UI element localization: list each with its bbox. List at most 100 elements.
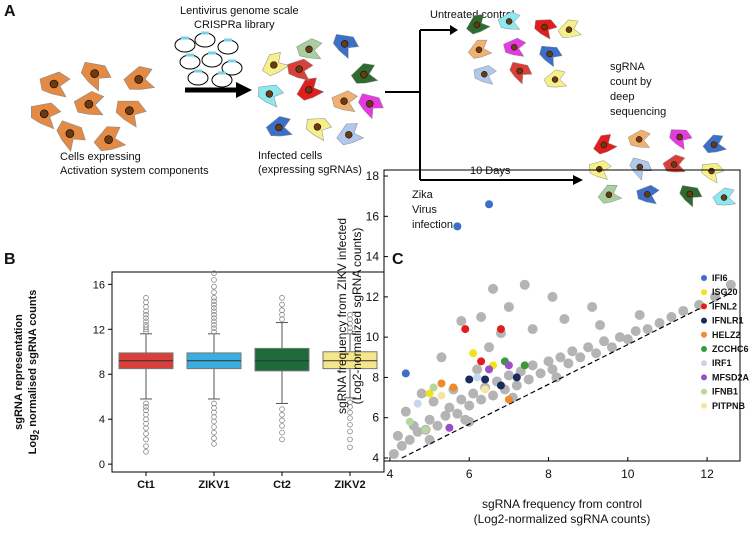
y-tick-label: 8 [99, 369, 105, 381]
plasmid [187, 70, 209, 86]
legend-swatch [701, 317, 707, 324]
outlier [347, 328, 353, 335]
nucleus [305, 86, 313, 94]
cell [539, 45, 563, 68]
legend-label: ISG20 [712, 287, 738, 297]
label-part: normalised sgRNA counts [27, 290, 39, 427]
outlier [211, 435, 217, 442]
nucleus [565, 26, 573, 33]
outlier [143, 304, 149, 310]
cell [56, 120, 86, 152]
highlight-point [469, 349, 478, 358]
nucleus [541, 23, 548, 31]
x-tick-label: Ct2 [273, 479, 291, 491]
background-point [400, 406, 411, 417]
legend-swatch [701, 289, 707, 296]
outlier [143, 443, 149, 449]
background-point [503, 301, 514, 312]
trend-line [401, 292, 732, 459]
y-tick-label: 12 [366, 290, 380, 304]
y-tick-label: 0 [99, 459, 105, 471]
nucleus [605, 191, 613, 198]
legend-label: IFNB1 [712, 387, 738, 397]
cell [262, 52, 290, 77]
nucleus [104, 135, 113, 144]
outlier [143, 322, 149, 328]
nucleus [313, 123, 322, 131]
background-point [404, 434, 415, 445]
outlier [211, 429, 217, 436]
cell [336, 123, 365, 146]
nucleus [295, 65, 303, 73]
infection-label: infection [412, 219, 453, 231]
background-point [488, 390, 499, 401]
cell [503, 37, 527, 57]
plasmid-insert [208, 51, 216, 55]
outlier [347, 404, 353, 410]
highlight-point [473, 373, 482, 382]
outlier [211, 308, 217, 315]
nucleus [305, 45, 313, 53]
cells-label: Activation system components [60, 165, 209, 177]
background-point [519, 279, 530, 290]
highlight-point [421, 425, 430, 434]
cell [593, 134, 618, 155]
outlier [143, 411, 149, 418]
plasmid-insert [181, 36, 189, 40]
highlight-point [504, 395, 513, 404]
outlier [347, 409, 353, 416]
y-axis-label: (Log2-normalized sgRNA counts) [350, 228, 364, 405]
nucleus [366, 100, 374, 108]
nucleus [473, 21, 481, 29]
background-point [523, 374, 534, 385]
infected-label: (expressing sgRNAs) [258, 164, 362, 176]
background-point [464, 400, 475, 411]
control-label: Untreated control [430, 9, 514, 21]
plot-frame [383, 169, 741, 462]
legend-label: ZCCHC6 [712, 344, 749, 354]
legend-swatch [701, 346, 707, 352]
x-tick-label: 8 [545, 467, 552, 481]
outlier [211, 325, 217, 331]
label-part: 2 [32, 429, 41, 434]
background-point [634, 309, 645, 320]
outlier [279, 436, 285, 443]
readout-label: sequencing [610, 106, 666, 118]
outlier [211, 414, 217, 420]
nucleus [275, 123, 283, 132]
background-point [468, 388, 479, 399]
cell [473, 65, 497, 85]
background-point [622, 334, 633, 345]
outlier [211, 301, 217, 308]
cell [296, 77, 325, 101]
outlier [211, 315, 217, 321]
background-point [440, 410, 451, 421]
highlight-point [481, 385, 490, 394]
legend-swatch [701, 402, 707, 409]
legend-swatch [701, 374, 707, 381]
y-tick-label: 4 [372, 451, 379, 465]
x-tick-label: ZIKV1 [198, 479, 229, 491]
nucleus [710, 141, 718, 148]
outlier [211, 328, 217, 335]
nucleus [551, 76, 559, 83]
highlight-point [425, 389, 434, 398]
highlight-point [512, 373, 521, 382]
outlier [347, 436, 353, 443]
background-point [551, 372, 562, 383]
y-tick-label: 16 [366, 209, 380, 223]
background-point [472, 364, 483, 375]
cell [701, 163, 725, 184]
nucleus [360, 70, 368, 79]
background-point [642, 324, 653, 335]
plasmid-insert [228, 59, 236, 63]
background-point [666, 312, 677, 323]
outlier [143, 400, 149, 407]
y-tick-label: 14 [366, 250, 380, 264]
cell [497, 11, 521, 30]
highlight-point [485, 200, 494, 209]
outlier [143, 430, 149, 437]
background-point [575, 352, 586, 363]
background-point [444, 402, 455, 413]
x-tick-label: 6 [466, 467, 473, 481]
